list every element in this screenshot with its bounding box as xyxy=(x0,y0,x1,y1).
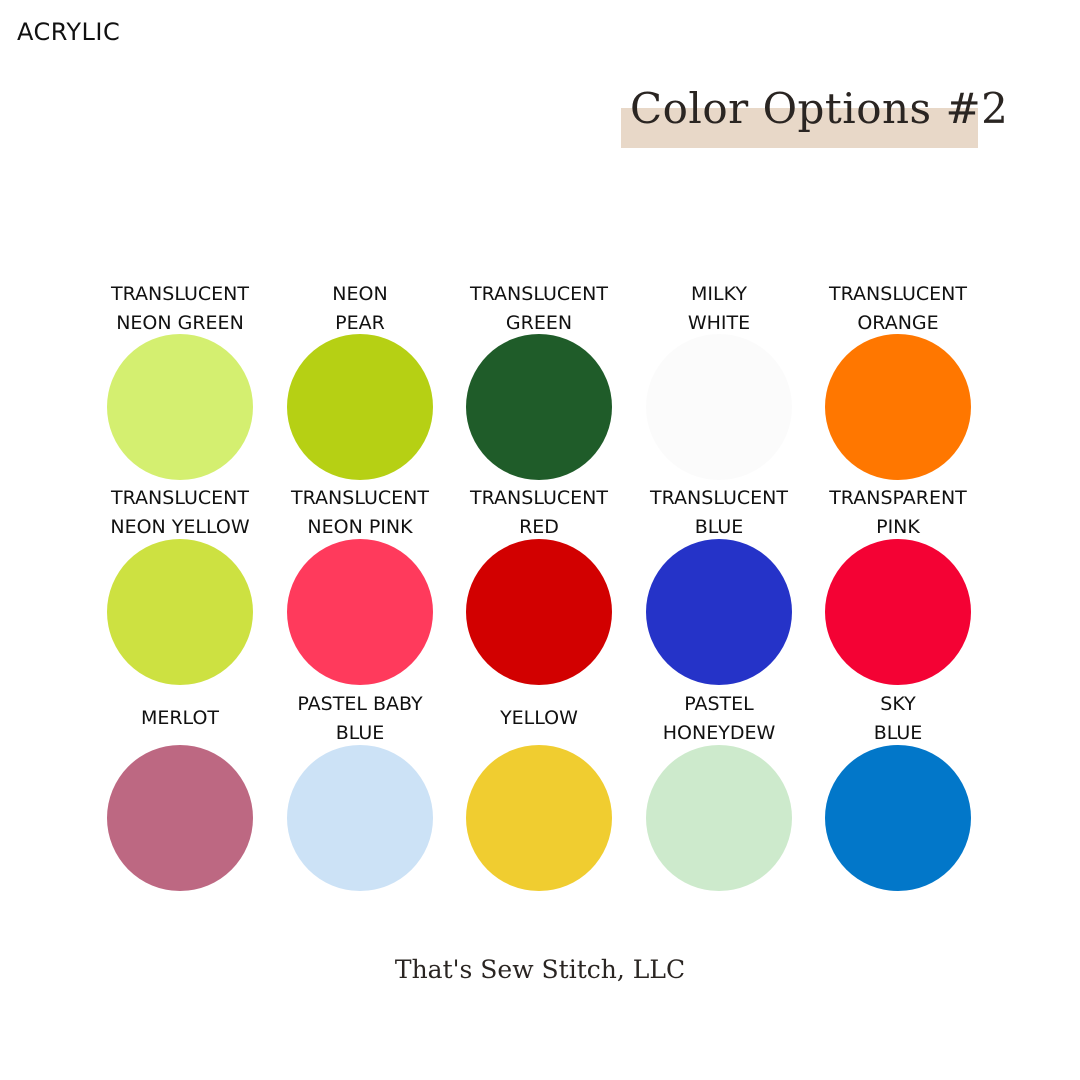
page-title: Color Options #2 xyxy=(630,84,1009,133)
swatch-name-line1: TRANSPARENT xyxy=(829,487,967,509)
swatch-name-line2: BLUE xyxy=(873,722,923,744)
swatch-name-line1: NEON xyxy=(332,283,388,305)
color-circle xyxy=(466,539,612,685)
swatch-name-line2: PINK xyxy=(876,516,920,538)
swatch-name-line2: BLUE xyxy=(335,722,385,744)
color-circle xyxy=(107,334,253,480)
swatch-name-line2: WHITE xyxy=(687,312,751,334)
swatch-name-line1: TRANSLUCENT xyxy=(291,487,429,509)
swatch-name-line2: PEAR xyxy=(335,312,385,334)
swatch-name-line2: RED xyxy=(519,516,559,538)
swatch-name-line1: PASTEL xyxy=(684,693,754,715)
swatch-name-line1: TRANSLUCENT xyxy=(470,283,608,305)
swatch-name-line1: TRANSLUCENT xyxy=(650,487,788,509)
footer-brand: That's Sew Stitch, LLC xyxy=(394,955,686,984)
swatch-name-line2: BLUE xyxy=(694,516,744,538)
swatch-name-line2: GREEN xyxy=(505,312,573,334)
title-highlight xyxy=(621,108,978,148)
color-circle xyxy=(287,539,433,685)
color-circle xyxy=(466,745,612,891)
color-circle xyxy=(287,334,433,480)
swatch-name-line2: ORANGE xyxy=(857,312,939,334)
color-circle xyxy=(646,539,792,685)
swatch-name-line1: TRANSLUCENT xyxy=(111,487,249,509)
color-circle xyxy=(825,745,971,891)
color-circle xyxy=(107,539,253,685)
color-circle xyxy=(107,745,253,891)
swatch-name-line1: TRANSLUCENT xyxy=(111,283,249,305)
color-circle xyxy=(825,334,971,480)
swatch-name-line2: NEON GREEN xyxy=(116,312,244,334)
swatch-name-line2: NEON PINK xyxy=(307,516,413,538)
swatch-name-line1: TRANSLUCENT xyxy=(829,283,967,305)
swatch-name-line1: TRANSLUCENT xyxy=(470,487,608,509)
color-circle xyxy=(466,334,612,480)
color-circle xyxy=(646,334,792,480)
swatch-name-line1: MILKY xyxy=(691,283,747,305)
swatch-name-line1: SKY xyxy=(880,693,916,715)
swatch-name-line1: MERLOT xyxy=(140,707,220,729)
color-circle xyxy=(825,539,971,685)
color-circle xyxy=(287,745,433,891)
material-label: ACRYLIC xyxy=(17,18,121,46)
swatch-name-line2: HONEYDEW xyxy=(662,722,776,744)
swatch-name-line2: NEON YELLOW xyxy=(110,516,250,538)
swatch-name-line1: YELLOW xyxy=(500,707,578,729)
swatch-name-line1: PASTEL BABY xyxy=(297,693,423,715)
color-circle xyxy=(646,745,792,891)
